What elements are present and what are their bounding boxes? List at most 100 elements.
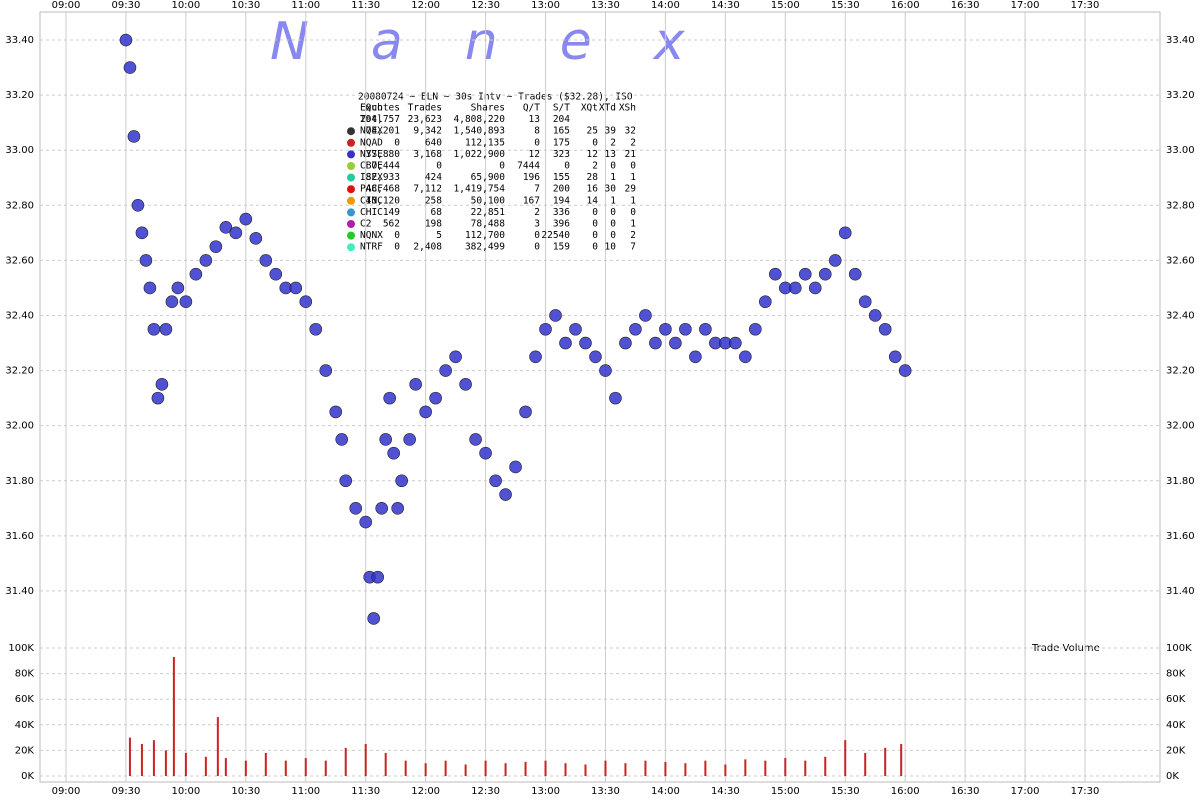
y-tick-label: 33.20 bbox=[1166, 90, 1195, 101]
trade-point bbox=[439, 364, 452, 377]
table-cell: 29 bbox=[625, 184, 637, 195]
trade-point bbox=[119, 33, 133, 47]
trade-point bbox=[529, 350, 542, 364]
trade-point bbox=[858, 295, 872, 309]
trade-point bbox=[189, 267, 203, 281]
table-header: Shares bbox=[471, 103, 505, 114]
table-cell: 0 bbox=[610, 219, 616, 230]
table-cell: 50,100 bbox=[471, 195, 506, 206]
trade-point bbox=[159, 322, 173, 336]
table-cell: 1 bbox=[610, 195, 616, 206]
trade-point bbox=[848, 267, 862, 281]
trade-point bbox=[689, 350, 702, 364]
trade-point bbox=[519, 405, 532, 419]
y-tick-label: 32.00 bbox=[5, 421, 34, 432]
legend-marker bbox=[347, 138, 355, 147]
x-tick-label: 12:30 bbox=[471, 786, 500, 797]
table-cell: 0 bbox=[630, 207, 636, 218]
table-cell: 382,499 bbox=[465, 242, 505, 253]
trade-point bbox=[749, 322, 762, 336]
volume-bar bbox=[204, 756, 207, 776]
x-tick-label: 16:30 bbox=[951, 786, 980, 797]
table-cell: 258 bbox=[425, 195, 442, 206]
volume-bar bbox=[524, 761, 527, 776]
table-cell: 155 bbox=[553, 172, 570, 183]
table-cell: 175 bbox=[553, 137, 570, 148]
table-cell: 0 bbox=[394, 137, 400, 148]
table-cell: 112,135 bbox=[465, 137, 505, 148]
trade-point bbox=[599, 364, 612, 377]
table-cell: 12 bbox=[529, 149, 540, 160]
legend-marker bbox=[347, 173, 355, 182]
volume-bar bbox=[216, 717, 219, 776]
trade-point bbox=[589, 350, 602, 364]
trade-point bbox=[429, 391, 442, 405]
table-cell: NTRF bbox=[360, 242, 383, 253]
table-cell: 1 bbox=[630, 219, 636, 230]
table-cell: 0 bbox=[436, 161, 442, 172]
volume-bar bbox=[644, 760, 647, 776]
volume-bar bbox=[444, 760, 447, 776]
trade-point bbox=[319, 364, 333, 377]
volume-bar bbox=[744, 759, 747, 776]
volume-bar bbox=[128, 737, 131, 776]
y-tick-label: 33.40 bbox=[1166, 35, 1195, 46]
table-cell: 16 bbox=[587, 184, 599, 195]
trade-point bbox=[269, 267, 283, 281]
trade-point bbox=[349, 501, 363, 515]
table-cell: 167 bbox=[523, 195, 540, 206]
table-cell: 7 bbox=[630, 242, 636, 253]
table-header: Exch bbox=[360, 103, 383, 114]
y-tick-label: 80K bbox=[1166, 669, 1186, 680]
y-tick-label: 32.00 bbox=[1166, 421, 1195, 432]
table-header: Trades bbox=[408, 103, 442, 114]
table-cell: 37,880 bbox=[366, 149, 401, 160]
legend-marker bbox=[347, 196, 355, 205]
trade-point bbox=[143, 281, 157, 295]
legend-marker bbox=[347, 208, 355, 217]
trade-point bbox=[669, 336, 682, 350]
y-tick-label: 100K bbox=[1166, 643, 1192, 654]
trade-point bbox=[699, 322, 712, 336]
volume-bar bbox=[884, 747, 887, 776]
table-cell: 0 bbox=[592, 137, 598, 148]
x-tick-label: 13:00 bbox=[531, 786, 560, 797]
trade-point bbox=[818, 267, 832, 281]
trade-point bbox=[729, 336, 742, 350]
y-tick-label: 32.80 bbox=[5, 200, 34, 211]
table-cell: 48,468 bbox=[366, 184, 401, 195]
table-cell: 5 bbox=[436, 230, 442, 241]
table-cell: 424 bbox=[425, 172, 442, 183]
volume-bar bbox=[324, 760, 327, 776]
trade-point bbox=[868, 309, 882, 322]
trade-point bbox=[259, 254, 273, 267]
table-cell: 1,540,893 bbox=[454, 126, 505, 137]
volume-bar bbox=[140, 744, 143, 776]
trade-point bbox=[499, 488, 512, 501]
table-cell: CHIC bbox=[360, 207, 383, 218]
table-cell: 2 bbox=[610, 137, 616, 148]
table-cell: 7,112 bbox=[413, 184, 442, 195]
volume-bar bbox=[184, 752, 187, 776]
trade-point bbox=[309, 322, 323, 336]
trade-point bbox=[155, 378, 169, 391]
y-tick-label: 31.80 bbox=[1166, 476, 1195, 487]
table-cell: 13 bbox=[605, 149, 616, 160]
x-tick-label: 16:00 bbox=[891, 0, 920, 11]
y-tick-label: 80K bbox=[15, 669, 35, 680]
trade-point bbox=[289, 281, 303, 295]
x-tick-label: 17:00 bbox=[1011, 786, 1040, 797]
table-cell: 0 bbox=[564, 161, 570, 172]
y-tick-label: 60K bbox=[15, 694, 35, 705]
table-cell: 65,900 bbox=[471, 172, 506, 183]
x-tick-label: 10:30 bbox=[231, 0, 260, 11]
trade-point bbox=[679, 322, 692, 336]
table-cell: 396 bbox=[553, 219, 570, 230]
volume-bar bbox=[804, 760, 807, 776]
volume-bar bbox=[764, 760, 767, 776]
table-cell: C2 bbox=[360, 219, 371, 230]
volume-bar bbox=[684, 763, 687, 776]
y-tick-label: 40K bbox=[1166, 720, 1186, 731]
y-tick-label: 20K bbox=[15, 745, 35, 756]
trade-point bbox=[459, 378, 472, 391]
